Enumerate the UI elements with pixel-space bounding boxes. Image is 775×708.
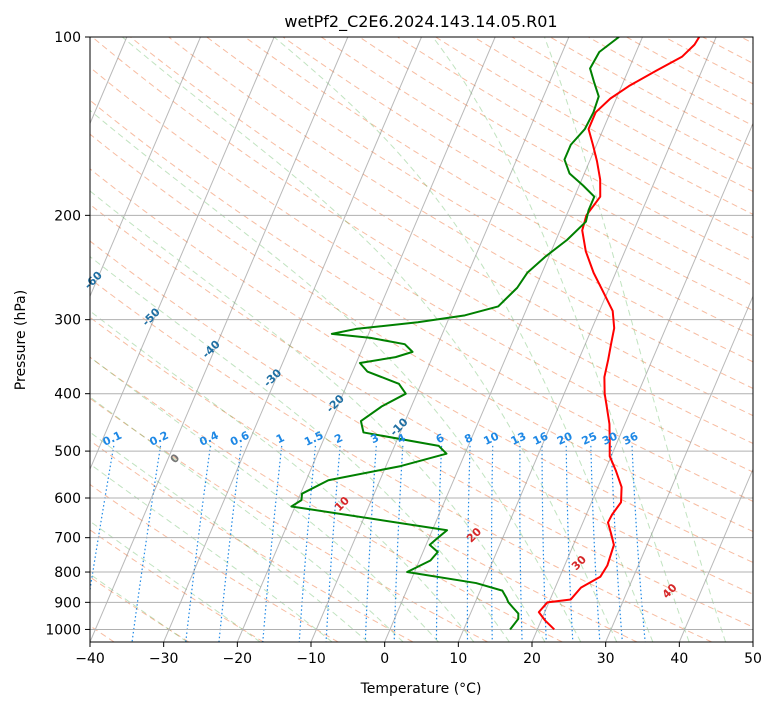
moist-adiabat bbox=[90, 310, 475, 642]
isotherm bbox=[310, 37, 570, 642]
isotherm bbox=[457, 37, 717, 642]
moist-adiabat bbox=[90, 520, 261, 642]
moist-adiabat bbox=[90, 255, 510, 642]
x-tick-label: 40 bbox=[670, 651, 688, 667]
mixing-ratio-label: 20 bbox=[555, 429, 575, 447]
isotherm bbox=[90, 37, 201, 298]
dry-adiabat bbox=[90, 316, 638, 642]
chart-title: wetPf2_C2E6.2024.143.14.05.R01 bbox=[284, 12, 557, 32]
x-axis-label: Temperature (°C) bbox=[360, 681, 482, 697]
isotherm bbox=[90, 37, 349, 642]
dry-adiabat bbox=[90, 203, 753, 595]
y-tick-label: 200 bbox=[54, 208, 81, 224]
dry-adiabat bbox=[90, 240, 753, 628]
x-tick-label: −10 bbox=[296, 651, 326, 667]
y-tick-label: 1000 bbox=[45, 622, 81, 638]
y-axis: 100 200 300 400 500 600 700 800 900 1000 bbox=[45, 30, 90, 638]
isotherm bbox=[605, 295, 753, 642]
dry-adiabat bbox=[168, 37, 753, 389]
y-tick-label: 800 bbox=[54, 565, 81, 581]
moist-adiabat bbox=[90, 356, 439, 642]
moist-adiabat bbox=[90, 573, 188, 642]
mixing-ratio-line bbox=[325, 445, 341, 642]
y-tick-label: 300 bbox=[54, 313, 81, 329]
dewpoint-line bbox=[290, 37, 620, 631]
mixing-ratio-line bbox=[435, 445, 443, 642]
mixing-ratio-line bbox=[519, 445, 523, 642]
grid-lines bbox=[90, 37, 753, 642]
mixing-ratio-line bbox=[565, 445, 574, 642]
isotherm bbox=[384, 37, 643, 642]
x-tick-label: 30 bbox=[597, 651, 615, 667]
mixing-ratio-label: 36 bbox=[621, 429, 641, 447]
dry-adiabat bbox=[90, 168, 753, 563]
mixing-ratio-label: 13 bbox=[509, 430, 528, 448]
isotherm bbox=[90, 37, 275, 471]
dry-adiabat bbox=[91, 37, 753, 445]
mixing-ratio-line bbox=[631, 445, 646, 642]
background-lines bbox=[90, 37, 753, 642]
plot-frame bbox=[89, 36, 754, 643]
moist-adiabat bbox=[90, 431, 368, 642]
mixing-ratio-line bbox=[610, 445, 623, 642]
x-axis: −40 −30 −20 −10 0 10 20 30 40 50 bbox=[75, 642, 762, 667]
x-tick-label: −20 bbox=[223, 651, 253, 667]
temperature-line bbox=[537, 37, 701, 631]
y-tick-label: 700 bbox=[54, 531, 81, 547]
x-tick-label: 20 bbox=[523, 651, 541, 667]
moist-adiabat bbox=[90, 463, 333, 642]
mixing-ratio-line bbox=[541, 445, 547, 642]
y-tick-label: 900 bbox=[54, 595, 81, 611]
mixing-ratio-label: 16 bbox=[531, 429, 551, 447]
moist-adiabat bbox=[90, 396, 404, 642]
mixing-ratio-line bbox=[262, 445, 283, 642]
dry-adiabat bbox=[90, 440, 414, 642]
isotherm bbox=[163, 37, 422, 642]
mixing-ratio-label: 10 bbox=[482, 429, 502, 447]
mixing-ratio-line bbox=[218, 445, 242, 642]
x-tick-label: −40 bbox=[75, 651, 105, 667]
dry-adiabat bbox=[90, 356, 563, 642]
x-tick-label: 50 bbox=[744, 651, 762, 667]
mixing-ratio-label: 30 bbox=[600, 429, 620, 447]
y-tick-label: 100 bbox=[54, 30, 81, 46]
mixing-ratio-line bbox=[490, 445, 494, 642]
isotherm bbox=[236, 37, 496, 642]
mixing-ratio-line bbox=[185, 445, 212, 642]
moist-adiabat bbox=[273, 37, 654, 642]
mixing-ratio-line bbox=[131, 445, 162, 642]
series-group bbox=[290, 37, 701, 631]
dry-adiabat bbox=[206, 37, 753, 363]
moist-adiabat bbox=[432, 37, 690, 642]
dry-adiabat bbox=[130, 37, 753, 417]
mixing-ratio-line bbox=[364, 445, 377, 642]
dry-adiabat bbox=[90, 66, 753, 473]
dry-adiabat bbox=[90, 483, 339, 642]
dry-adiabat bbox=[90, 133, 753, 533]
x-tick-label: −30 bbox=[149, 651, 179, 667]
x-tick-label: 0 bbox=[380, 651, 389, 667]
y-axis-label: Pressure (hPa) bbox=[13, 290, 29, 390]
y-tick-label: 500 bbox=[54, 444, 81, 460]
mixing-ratio-label: 25 bbox=[580, 430, 599, 448]
mixing-ratio-line bbox=[590, 445, 601, 642]
mixing-ratio-line bbox=[298, 445, 316, 642]
isotherm bbox=[678, 467, 753, 642]
moist-adiabat bbox=[544, 37, 727, 642]
y-tick-label: 400 bbox=[54, 387, 81, 403]
x-tick-label: 10 bbox=[449, 651, 467, 667]
isotherm bbox=[531, 122, 753, 642]
mixing-ratio-line bbox=[466, 445, 471, 642]
y-tick-label: 600 bbox=[54, 491, 81, 507]
